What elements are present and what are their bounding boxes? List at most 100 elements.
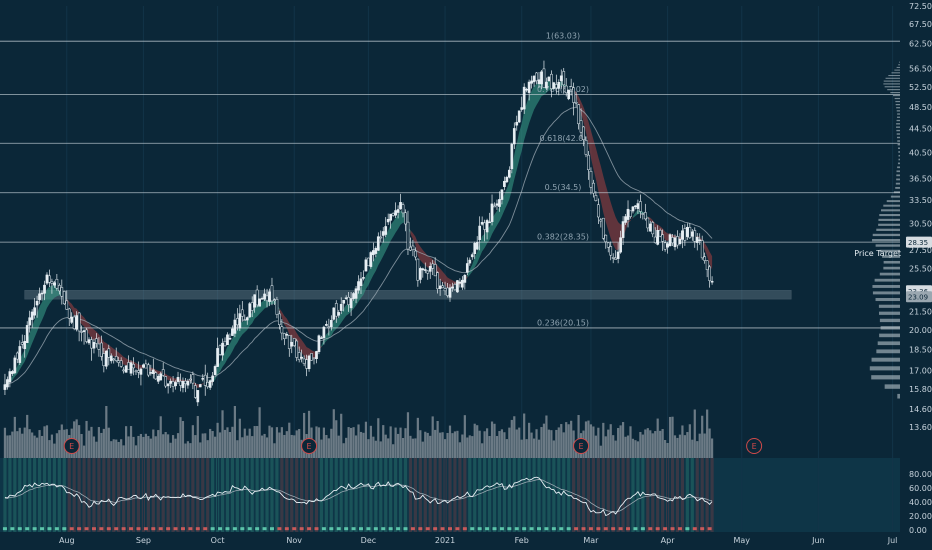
candle-up <box>245 317 249 321</box>
volume-profile-bar <box>896 178 900 181</box>
volume-profile-bar <box>896 129 900 132</box>
volume-bar <box>555 429 558 458</box>
volume-bar <box>476 425 479 458</box>
earnings-circle-icon[interactable] <box>301 438 318 454</box>
volume-bar <box>144 433 147 458</box>
volume-bar <box>330 428 333 458</box>
earnings-circle-icon[interactable] <box>63 438 80 454</box>
candle-up <box>307 355 311 370</box>
time-tick-label: 2021 <box>435 536 455 545</box>
oscillator-trend-stripe <box>364 458 368 532</box>
price-axis[interactable]: 72.50 67.50 62.50 56.50 52.50 48.50 44.50 40.50… <box>909 2 932 432</box>
earnings-circle-icon[interactable] <box>746 438 763 454</box>
oscillator-trend-stripe <box>512 458 516 532</box>
candle-down <box>250 302 254 311</box>
oscillator-signal-dot <box>692 527 697 531</box>
volume-bar <box>562 432 565 458</box>
price-tick-label: 62.50 <box>909 39 932 48</box>
volume-profile-bar <box>883 83 900 85</box>
fibonacci-levels[interactable]: 1(63.03) 0.786(51.02) 0.618(42.0) 0.5(34.5)… <box>0 32 901 329</box>
bearish-cloud <box>571 87 633 251</box>
volume-bar <box>609 424 612 458</box>
candle-up <box>104 350 108 367</box>
oscillator-trend-stripe <box>126 458 131 532</box>
candle-up <box>527 81 531 93</box>
candle-down <box>572 87 575 103</box>
oscillator-lines <box>2 476 713 531</box>
volume-profile-bar <box>885 77 900 79</box>
oscillator-signal-dot <box>77 527 82 531</box>
fib-level-label: 0.236(20.15) <box>537 318 589 327</box>
candle-down <box>77 312 81 332</box>
volume-profile-bar <box>890 91 900 94</box>
candle-down <box>542 68 546 88</box>
volume-bar <box>698 433 701 458</box>
volume-bar <box>587 420 590 458</box>
volume-bar <box>461 434 464 458</box>
oscillator-signal-dot <box>366 527 371 531</box>
candle-up <box>75 315 78 330</box>
oscillator-trend-stripe <box>453 458 457 532</box>
volume-profile-bar <box>897 113 900 115</box>
volume-profile-bar <box>872 239 900 242</box>
candle-up <box>465 263 469 273</box>
oscillator-signal-dot <box>351 527 356 531</box>
candle-up <box>626 208 630 220</box>
volume-bar <box>174 438 177 458</box>
time-axis[interactable]: Aug Sep Oct Nov Dec 2021 Feb Mar Apr May Jun Jul <box>59 536 897 545</box>
oscillator-signal-dot <box>121 527 126 531</box>
volume-bar <box>550 430 553 458</box>
earnings-circle-icon[interactable] <box>573 438 590 454</box>
volume-bar <box>270 427 274 458</box>
candle-up <box>394 210 397 216</box>
candle-up <box>198 384 202 388</box>
volume-bar <box>258 407 261 458</box>
volume-bar <box>436 420 439 458</box>
volume-bar <box>105 406 108 458</box>
volume-profile-bar <box>898 64 900 66</box>
candle-up <box>159 373 163 381</box>
oscillator-trend-stripe <box>492 458 497 532</box>
oscillator-signal-dot <box>2 527 7 531</box>
volume-bar <box>451 433 454 458</box>
oscillator-trend-stripe <box>418 458 422 532</box>
candle-up <box>233 319 237 334</box>
candle-up <box>668 234 672 247</box>
oscillator-trend-stripe <box>601 458 605 532</box>
volume-bar <box>379 441 382 458</box>
oscillator-trend-stripe <box>507 458 511 532</box>
volume-bar <box>159 416 162 458</box>
candle-up <box>522 86 526 110</box>
oscillator-trend-stripe <box>626 458 630 532</box>
volume-bar <box>75 419 78 458</box>
volume-bar <box>626 435 630 458</box>
oscillator-trend-stripe <box>285 458 289 532</box>
volume-bar <box>82 445 86 458</box>
volume-bar <box>38 430 41 458</box>
volume-bar <box>523 413 526 458</box>
oscillator-signal-dot <box>537 527 542 531</box>
volume-bar <box>466 437 469 458</box>
candle-down <box>57 285 61 292</box>
volume-profile-bar <box>869 366 900 371</box>
time-tick-label: Dec <box>361 536 376 545</box>
candle-up <box>253 294 257 308</box>
candle-down <box>604 234 608 243</box>
candle-down <box>280 326 284 334</box>
volume-bar <box>495 436 499 458</box>
oscillator-trend-stripe <box>87 458 91 532</box>
candle-down <box>161 369 165 376</box>
candle-up <box>320 337 323 339</box>
oscillator-panel[interactable] <box>0 458 900 532</box>
candle-up <box>166 383 170 387</box>
candle-up <box>525 88 528 91</box>
candle-up <box>151 369 155 374</box>
volume-profile-bar <box>877 341 900 346</box>
volume-profile-bar <box>887 89 900 91</box>
price-badge <box>906 291 932 303</box>
candle-down <box>119 360 123 367</box>
candle-down <box>587 154 590 171</box>
oscillator-signal-dot <box>499 527 504 531</box>
